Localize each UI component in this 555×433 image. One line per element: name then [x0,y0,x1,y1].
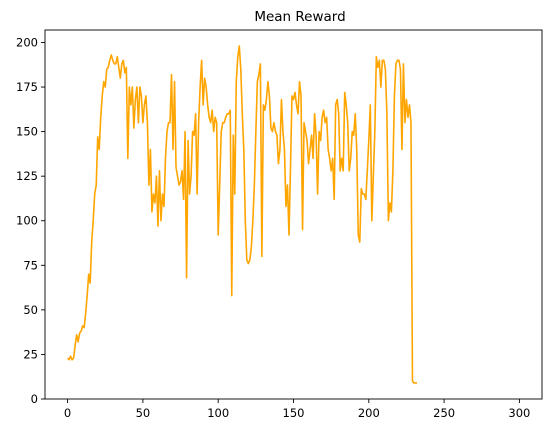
plot-frame [44,29,543,400]
x-tick-label: 100 [207,406,229,420]
y-tick-label: 175 [16,80,38,94]
y-tick-label: 150 [16,125,38,139]
y-axis: 0 25 50 75 100 125 150 175 200 [16,35,45,406]
x-tick-label: 50 [136,406,151,420]
x-tick-label: 150 [283,406,305,420]
x-axis: 0 50 100 150 200 250 300 [64,399,530,420]
series-line-mean-reward [66,45,417,384]
x-tick-label: 250 [433,406,455,420]
y-tick-label: 25 [23,347,38,361]
x-tick-label: 300 [508,406,530,420]
y-tick-label: 200 [16,35,38,49]
y-tick-label: 100 [16,214,38,228]
x-tick-label: 200 [358,406,380,420]
y-tick-label: 50 [23,303,38,317]
y-tick-label: 125 [16,169,38,183]
y-tick-label: 75 [23,258,38,272]
x-tick-label: 0 [64,406,71,420]
chart-title: Mean Reward [254,9,345,25]
y-tick-label: 0 [31,392,38,406]
